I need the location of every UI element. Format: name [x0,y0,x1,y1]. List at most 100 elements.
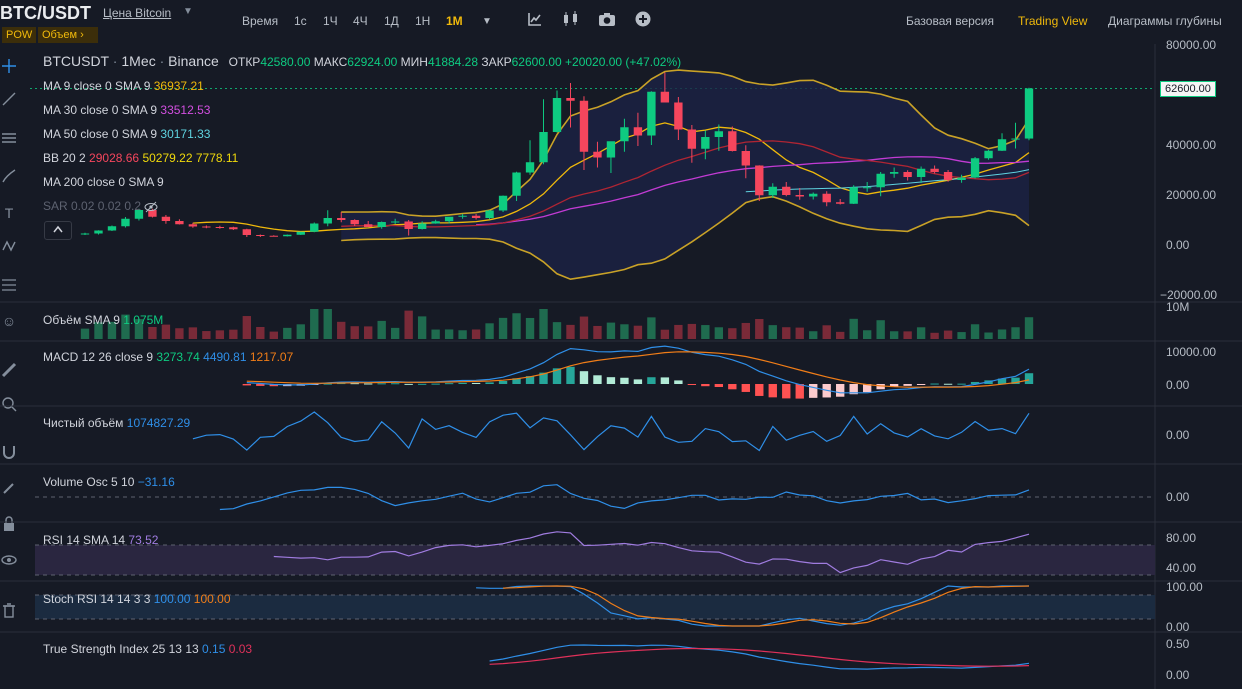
ma30-label: MA 30 close 0 SMA 9 [43,103,158,117]
ma30-legend[interactable]: MA 30 close 0 SMA 9 33512.53 [43,103,210,117]
candle-body [674,102,683,130]
obv-legend[interactable]: Чистый объём 1074827.29 [43,416,190,430]
volume-bar [215,330,225,339]
legend-change: +20020.00 (+47.02%) [565,55,682,69]
macd-histogram-bar [1011,377,1020,384]
timeframe-1s[interactable]: 1с [294,14,307,28]
legend-high: 62924.00 [347,55,398,69]
candle-body [498,195,508,211]
volume-bar [620,324,629,339]
vosc-axis-label: 0.00 [1166,490,1190,504]
candle-body [795,195,804,197]
candle-body [768,186,777,196]
mode-tradingview[interactable]: Trading View [1018,14,1088,28]
volume-bar [269,331,278,339]
candle-body [984,150,993,159]
eye-off-icon[interactable] [144,199,158,213]
timeframe-1m[interactable]: 1М [446,14,463,28]
trash-icon[interactable] [0,602,18,620]
volume-bar [431,329,440,339]
volume-legend[interactable]: Объём SMA 9 1.075M [43,313,163,327]
volume-bar [903,331,912,339]
macd-histogram-bar [970,381,980,384]
pair-fullname-link[interactable]: Цена Bitcoin [103,6,172,20]
candle-body [903,172,912,177]
macd-histogram-bar [593,375,602,384]
camera-icon[interactable] [598,11,616,29]
bb-legend[interactable]: BB 20 2 29028.66 50279.22 7778.11 [43,151,238,165]
volume-bar [660,329,670,339]
candle-body [1011,138,1020,140]
timeframe-4h[interactable]: 4Ч [353,14,368,28]
ma50-legend[interactable]: MA 50 close 0 SMA 9 30171.33 [43,127,210,141]
candle-body [836,202,845,204]
macd-histogram-bar [647,377,656,384]
fib-icon[interactable] [0,276,18,294]
lock-icon[interactable] [0,516,18,534]
volume-bar [755,319,764,339]
timeframe-1h[interactable]: 1Ч [323,14,338,28]
ruler-icon[interactable] [0,362,18,380]
volume-bar [148,327,157,339]
volume-bar [768,325,777,339]
magnet-icon[interactable] [0,444,18,462]
vosc-legend[interactable]: Volume Osc 5 10 −31.16 [43,475,175,489]
sar-legend[interactable]: SAR 0.02 0.02 0.2 [43,199,158,213]
price-axis-label: 20000.00 [1166,188,1217,202]
legend-open-label: ОТКР [228,55,261,69]
volume-bar [202,331,211,339]
candle-body [471,215,481,218]
candle-body [566,98,575,101]
timeframe-more-icon[interactable]: ▼ [482,16,492,27]
timeframe-1d[interactable]: 1Д [384,14,399,28]
collapse-legend-button[interactable] [44,221,72,240]
line-chart-icon[interactable] [526,11,544,29]
macd-histogram-bar [957,383,966,385]
stoch-k-value: 100.00 [153,592,191,606]
rsi-axis-label: 80.00 [1166,531,1197,545]
chart-canvas[interactable] [0,44,1242,689]
stoch-legend[interactable]: Stoch RSI 14 14 3 3 100.00 100.00 [43,592,231,606]
mode-basic[interactable]: Базовая версия [906,14,994,28]
chevron-down-icon[interactable]: ▼ [183,6,193,17]
text-icon[interactable]: T [4,205,14,221]
ma9-legend[interactable]: MA 9 close 0 SMA 9 36937.21 [43,79,204,93]
volume-tag[interactable]: Объем › [38,27,98,43]
zoom-icon[interactable] [0,396,18,414]
crosshair-icon[interactable] [0,58,18,76]
macd-histogram-bar [876,384,885,390]
candle-body [755,165,764,196]
plus-circle-icon[interactable] [634,11,652,29]
rsi-legend[interactable]: RSI 14 SMA 14 73.52 [43,533,158,547]
pencil-lock-icon[interactable] [0,480,18,498]
vosc-label: Volume Osc 5 10 [43,475,135,489]
volume-bar [687,323,697,339]
macd-legend[interactable]: MACD 12 26 close 9 3273.74 4490.81 1217.… [43,350,293,364]
horizontal-lines-icon[interactable] [0,130,18,148]
emoji-icon[interactable]: ☺ [1,313,17,329]
tsi-legend[interactable]: True Strength Index 25 13 13 0.15 0.03 [43,642,252,656]
candle-body [782,186,791,195]
ma200-legend[interactable]: MA 200 close 0 SMA 9 [43,175,164,189]
trendline-icon[interactable] [0,91,18,109]
mode-depth[interactable]: Диаграммы глубины [1108,14,1222,28]
candle-body [1024,88,1034,139]
rsi-band [35,545,1155,575]
volume-bar [674,324,683,339]
pattern-icon[interactable] [0,238,18,256]
obv-line [192,411,1030,452]
timeframe-1w[interactable]: 1Н [415,14,431,28]
macd-histogram-bar [552,368,562,384]
volume-bar [229,329,238,339]
candle-body [916,168,926,177]
pair-symbol[interactable]: BTC/USDT [0,3,91,23]
tsi-signal-value: 0.03 [228,642,253,656]
candle-body [148,210,157,217]
eye-icon[interactable] [0,552,18,570]
tsi-label: True Strength Index 25 13 13 [43,642,199,656]
brush-icon[interactable] [0,168,18,186]
candlestick-icon[interactable] [562,11,580,29]
legend-interval: 1Мес [121,53,156,69]
pow-tag[interactable]: POW [2,27,37,43]
legend-open: 42580.00 [260,55,311,69]
